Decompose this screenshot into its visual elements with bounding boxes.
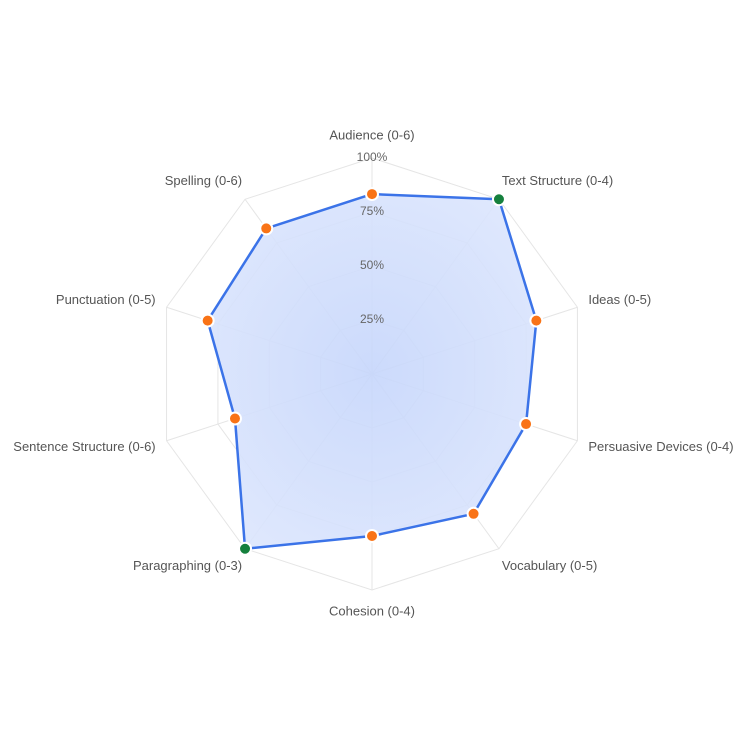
axis-label: Ideas (0-5) bbox=[588, 292, 651, 307]
axis-label: Paragraphing (0-3) bbox=[133, 558, 242, 573]
axis-label: Persuasive Devices (0-4) bbox=[588, 439, 733, 454]
data-point bbox=[466, 506, 481, 521]
data-area bbox=[206, 192, 538, 550]
data-point bbox=[238, 541, 253, 556]
axis-label: Punctuation (0-5) bbox=[56, 292, 156, 307]
data-point bbox=[365, 187, 379, 202]
axis-label: Audience (0-6) bbox=[329, 127, 414, 142]
data-point bbox=[200, 313, 215, 328]
axis-label: Spelling (0-6) bbox=[165, 173, 242, 188]
r-tick-label: 100% bbox=[357, 150, 388, 164]
data-point bbox=[227, 411, 242, 426]
axis-label: Vocabulary (0-5) bbox=[502, 558, 597, 573]
axis-label: Text Structure (0-4) bbox=[502, 173, 613, 188]
r-tick-label: 75% bbox=[360, 204, 384, 218]
data-point bbox=[365, 529, 379, 543]
data-point bbox=[491, 192, 506, 207]
axis-label: Sentence Structure (0-6) bbox=[13, 439, 155, 454]
r-tick-label: 50% bbox=[360, 258, 384, 272]
axis-label: Cohesion (0-4) bbox=[329, 603, 415, 618]
r-tick-label: 25% bbox=[360, 312, 384, 326]
data-point bbox=[529, 313, 544, 328]
data-point bbox=[259, 221, 274, 236]
data-point bbox=[519, 417, 534, 432]
